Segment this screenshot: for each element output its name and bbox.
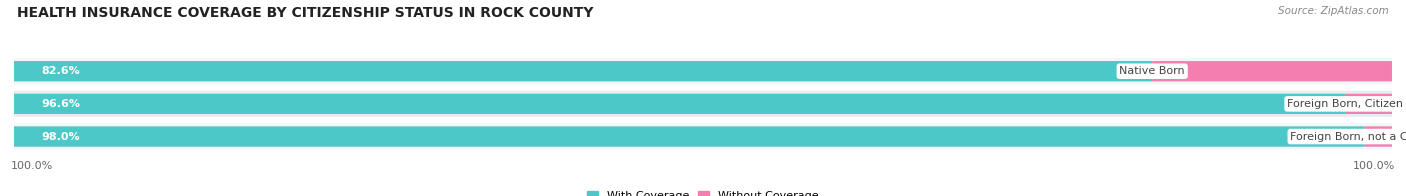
FancyBboxPatch shape (14, 126, 1364, 147)
FancyBboxPatch shape (1346, 94, 1392, 114)
FancyBboxPatch shape (14, 94, 1346, 114)
FancyBboxPatch shape (14, 61, 1152, 81)
FancyBboxPatch shape (1364, 126, 1392, 147)
FancyBboxPatch shape (1152, 61, 1392, 81)
Text: Source: ZipAtlas.com: Source: ZipAtlas.com (1278, 6, 1389, 16)
Text: 100.0%: 100.0% (1353, 161, 1395, 171)
FancyBboxPatch shape (14, 94, 1392, 114)
Text: 98.0%: 98.0% (42, 132, 80, 142)
FancyBboxPatch shape (14, 126, 1392, 147)
Text: 100.0%: 100.0% (11, 161, 53, 171)
FancyBboxPatch shape (14, 123, 1392, 150)
Legend: With Coverage, Without Coverage: With Coverage, Without Coverage (588, 191, 818, 196)
Text: Foreign Born, Citizen: Foreign Born, Citizen (1286, 99, 1403, 109)
Text: 82.6%: 82.6% (42, 66, 80, 76)
Text: Native Born: Native Born (1119, 66, 1185, 76)
FancyBboxPatch shape (14, 58, 1392, 84)
FancyBboxPatch shape (14, 91, 1392, 117)
Text: 96.6%: 96.6% (42, 99, 80, 109)
FancyBboxPatch shape (14, 61, 1392, 81)
Text: Foreign Born, not a Citizen: Foreign Born, not a Citizen (1291, 132, 1406, 142)
Text: HEALTH INSURANCE COVERAGE BY CITIZENSHIP STATUS IN ROCK COUNTY: HEALTH INSURANCE COVERAGE BY CITIZENSHIP… (17, 6, 593, 20)
